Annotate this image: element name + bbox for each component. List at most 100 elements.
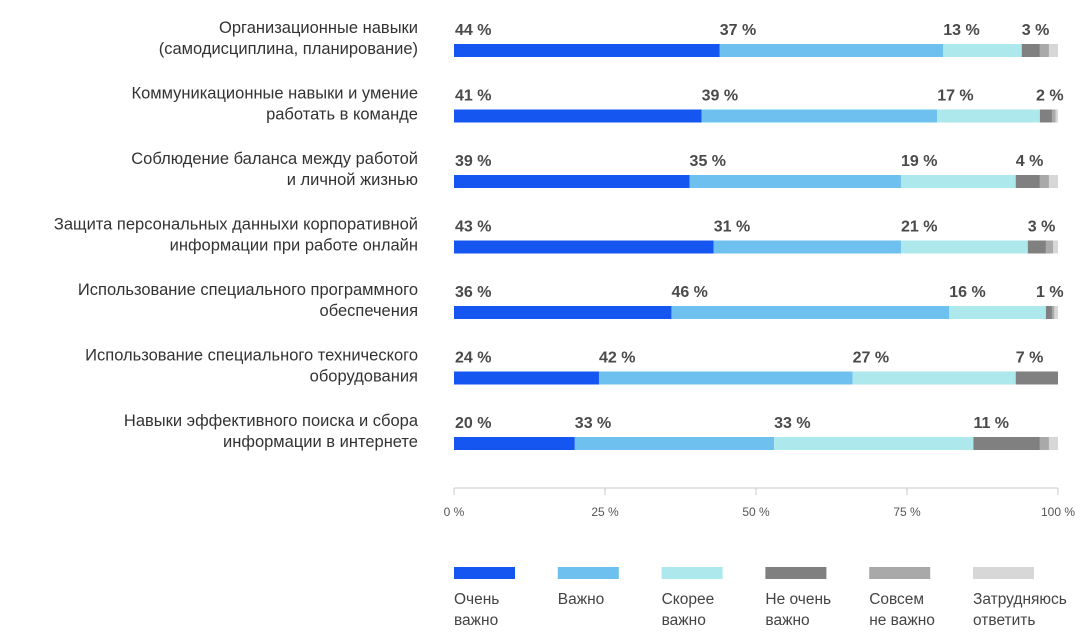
legend-label-line: Затрудняюсь xyxy=(973,591,1067,608)
value-label: 2 % xyxy=(1036,88,1064,105)
legend-label-line: ответить xyxy=(973,612,1035,629)
legend-label: Важно xyxy=(558,591,605,608)
bar-segment xyxy=(1039,109,1052,123)
bar-segment xyxy=(1015,371,1058,385)
bars-group xyxy=(454,44,1058,450)
bar-segment xyxy=(900,240,1028,254)
value-label: 44 % xyxy=(455,22,491,39)
legend: Очень важно Важно Скорее важно Не очень важно С… xyxy=(454,567,1067,629)
bar-segment xyxy=(1054,306,1058,319)
bar-segment xyxy=(1039,175,1049,188)
value-labels-group: 44 % 37 % 13 % 3 % 41 % 39 % 17 % 2 % 39 % 35 % 19… xyxy=(455,22,1064,432)
legend-swatch xyxy=(454,567,515,579)
category-label: Организационные навыки (самодисциплина, п… xyxy=(159,19,418,58)
category-label-line: Защита персональных данныхи корпоративно… xyxy=(54,216,418,234)
bar-segment xyxy=(852,371,1016,385)
bar-segment xyxy=(689,175,901,188)
bar-segment xyxy=(454,175,690,188)
value-label: 36 % xyxy=(455,284,491,301)
legend-label-line: Очень xyxy=(454,591,499,608)
bar-segment xyxy=(1027,240,1046,254)
bar-segment xyxy=(598,371,853,385)
bar-segment xyxy=(1039,437,1049,450)
bar-segment xyxy=(574,437,775,450)
x-tick-label: 75 % xyxy=(893,505,921,519)
category-label-line: Коммуникационные навыки и умение xyxy=(131,85,418,103)
x-tick-label: 0 % xyxy=(444,505,465,519)
category-label: Соблюдение баланса между работой и личной… xyxy=(131,150,418,189)
legend-label-line: важно xyxy=(454,612,498,629)
value-label: 35 % xyxy=(690,153,726,170)
value-label: 43 % xyxy=(455,219,491,236)
bar-segment xyxy=(1051,306,1055,319)
category-label: Использование специального технического о… xyxy=(85,347,418,386)
bar-segment xyxy=(454,109,702,123)
bar-segment xyxy=(1055,109,1058,123)
bar-segment xyxy=(701,109,938,123)
x-tick-label: 50 % xyxy=(742,505,770,519)
value-label: 27 % xyxy=(853,350,889,367)
bar-segment xyxy=(949,306,1046,319)
x-tick-label: 25 % xyxy=(591,505,619,519)
bar-segment xyxy=(713,240,901,254)
category-labels-group: Организационные навыки (самодисциплина, п… xyxy=(54,19,419,451)
category-label: Навыки эффективного поиска и сбора информ… xyxy=(124,412,419,451)
bar-segment xyxy=(900,175,1016,188)
category-label-line: оборудования xyxy=(310,368,418,386)
bar-segment xyxy=(937,109,1040,123)
bar-segment xyxy=(1048,175,1058,188)
bar-segment xyxy=(454,240,714,254)
category-label-line: (самодисциплина, планирование) xyxy=(159,40,418,58)
category-label-line: и личной жизнью xyxy=(287,171,418,189)
category-label: Использование специального программного о… xyxy=(78,281,418,320)
legend-label-line: Совсем xyxy=(869,591,924,608)
bar-segment xyxy=(1048,437,1058,450)
legend-label-line: Важно xyxy=(558,591,605,608)
legend-label: Не очень важно xyxy=(765,591,831,629)
bar-segment xyxy=(454,306,672,319)
legend-swatch xyxy=(661,567,723,579)
value-label: 33 % xyxy=(575,415,611,432)
value-label: 42 % xyxy=(599,350,635,367)
category-label-line: работать в команде xyxy=(266,106,418,124)
bar-segment xyxy=(719,44,944,57)
legend-label: Очень важно xyxy=(454,591,499,629)
value-label: 21 % xyxy=(901,219,937,236)
value-label: 11 % xyxy=(973,415,1009,432)
bar-segment xyxy=(671,306,950,319)
bar-segment xyxy=(454,44,720,57)
bar-segment xyxy=(973,437,1040,450)
value-label: 7 % xyxy=(1016,350,1044,367)
legend-label: Затрудняюсь ответить xyxy=(973,591,1067,629)
value-label: 39 % xyxy=(455,153,491,170)
category-label-line: обеспечения xyxy=(320,302,418,320)
bar-segment xyxy=(1048,44,1058,57)
value-label: 20 % xyxy=(455,415,491,432)
value-label: 24 % xyxy=(455,350,491,367)
bar-segment xyxy=(1045,306,1052,319)
value-label: 39 % xyxy=(702,88,738,105)
value-label: 31 % xyxy=(714,219,750,236)
category-label-line: информации при работе онлайн xyxy=(170,237,418,255)
bar-segment xyxy=(454,437,575,450)
category-label: Коммуникационные навыки и умение работать… xyxy=(131,85,418,124)
value-label: 16 % xyxy=(949,284,985,301)
value-label: 3 % xyxy=(1022,22,1050,39)
legend-label: Совсем не важно xyxy=(869,591,935,629)
value-label: 13 % xyxy=(943,22,979,39)
bar-segment xyxy=(1053,240,1058,254)
x-tick-label: 100 % xyxy=(1041,505,1075,519)
value-label: 46 % xyxy=(671,284,707,301)
value-label: 3 % xyxy=(1028,219,1056,236)
category-label-line: Использование специального программного xyxy=(78,281,418,299)
value-label: 33 % xyxy=(774,415,810,432)
bar-segment xyxy=(1039,44,1049,57)
legend-label-line: не важно xyxy=(869,612,935,629)
bar-segment xyxy=(1015,175,1040,188)
legend-swatch xyxy=(973,567,1034,579)
value-label: 17 % xyxy=(937,88,973,105)
bar-segment xyxy=(1021,44,1040,57)
legend-label: Скорее важно xyxy=(662,591,715,629)
legend-swatch xyxy=(557,567,619,579)
category-label: Защита персональных данныхи корпоративно… xyxy=(54,216,418,255)
